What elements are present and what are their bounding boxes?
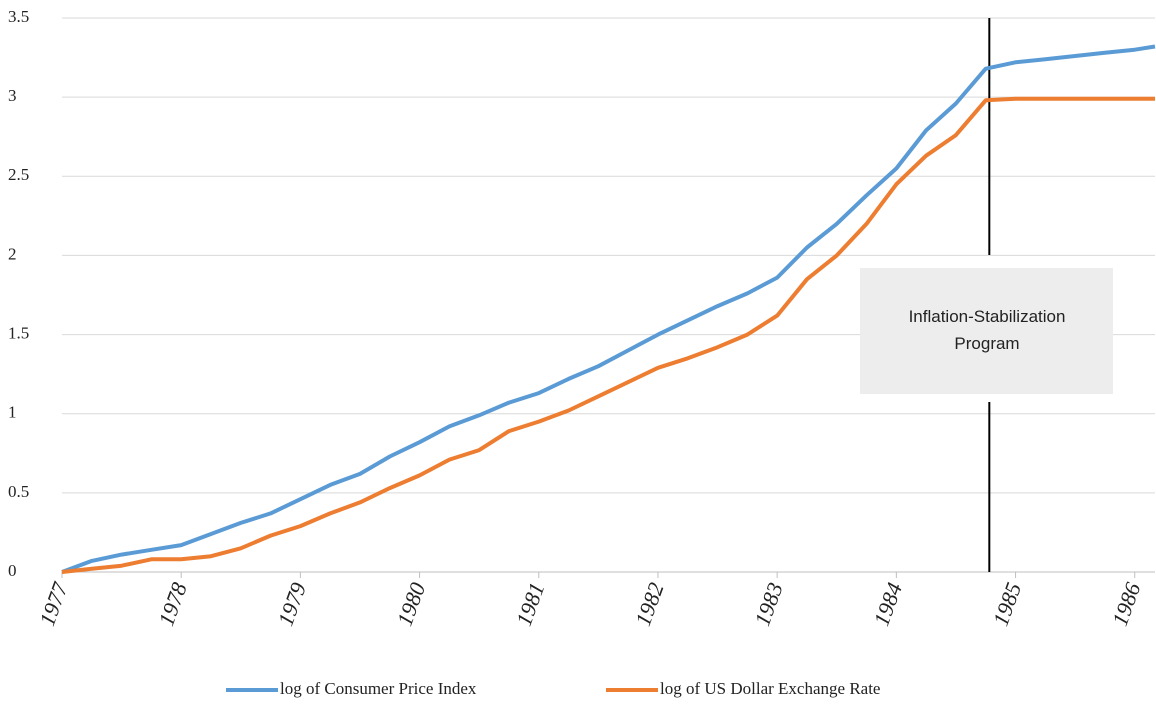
y-tick-label: 3.5	[8, 7, 29, 26]
x-tick-label: 1978	[153, 579, 192, 629]
annotation-text: Inflation-Stabilization Program	[909, 307, 1066, 353]
y-tick-label: 2.5	[8, 165, 29, 184]
y-tick-label: 1	[8, 403, 17, 422]
x-tick-label: 1981	[511, 579, 550, 629]
x-tick-label: 1977	[34, 578, 73, 629]
y-tick-label: 3	[8, 86, 17, 105]
y-tick-label: 0.5	[8, 482, 29, 501]
y-tick-label: 1.5	[8, 323, 29, 342]
legend-label: log of Consumer Price Index	[280, 679, 477, 698]
legend-label: log of US Dollar Exchange Rate	[660, 679, 880, 698]
x-tick-label: 1986	[1107, 579, 1146, 629]
annotation-box	[860, 268, 1113, 394]
x-tick-label: 1982	[630, 579, 669, 629]
x-tick-label: 1979	[273, 579, 312, 629]
y-tick-label: 2	[8, 244, 17, 263]
y-tick-label: 0	[8, 561, 17, 580]
x-tick-label: 1983	[749, 579, 788, 629]
series-line	[61, 96, 1155, 574]
x-tick-label: 1984	[869, 579, 908, 629]
x-tick-label: 1980	[392, 579, 431, 629]
series-line	[61, 44, 1156, 574]
x-tick-label: 1985	[988, 579, 1027, 629]
